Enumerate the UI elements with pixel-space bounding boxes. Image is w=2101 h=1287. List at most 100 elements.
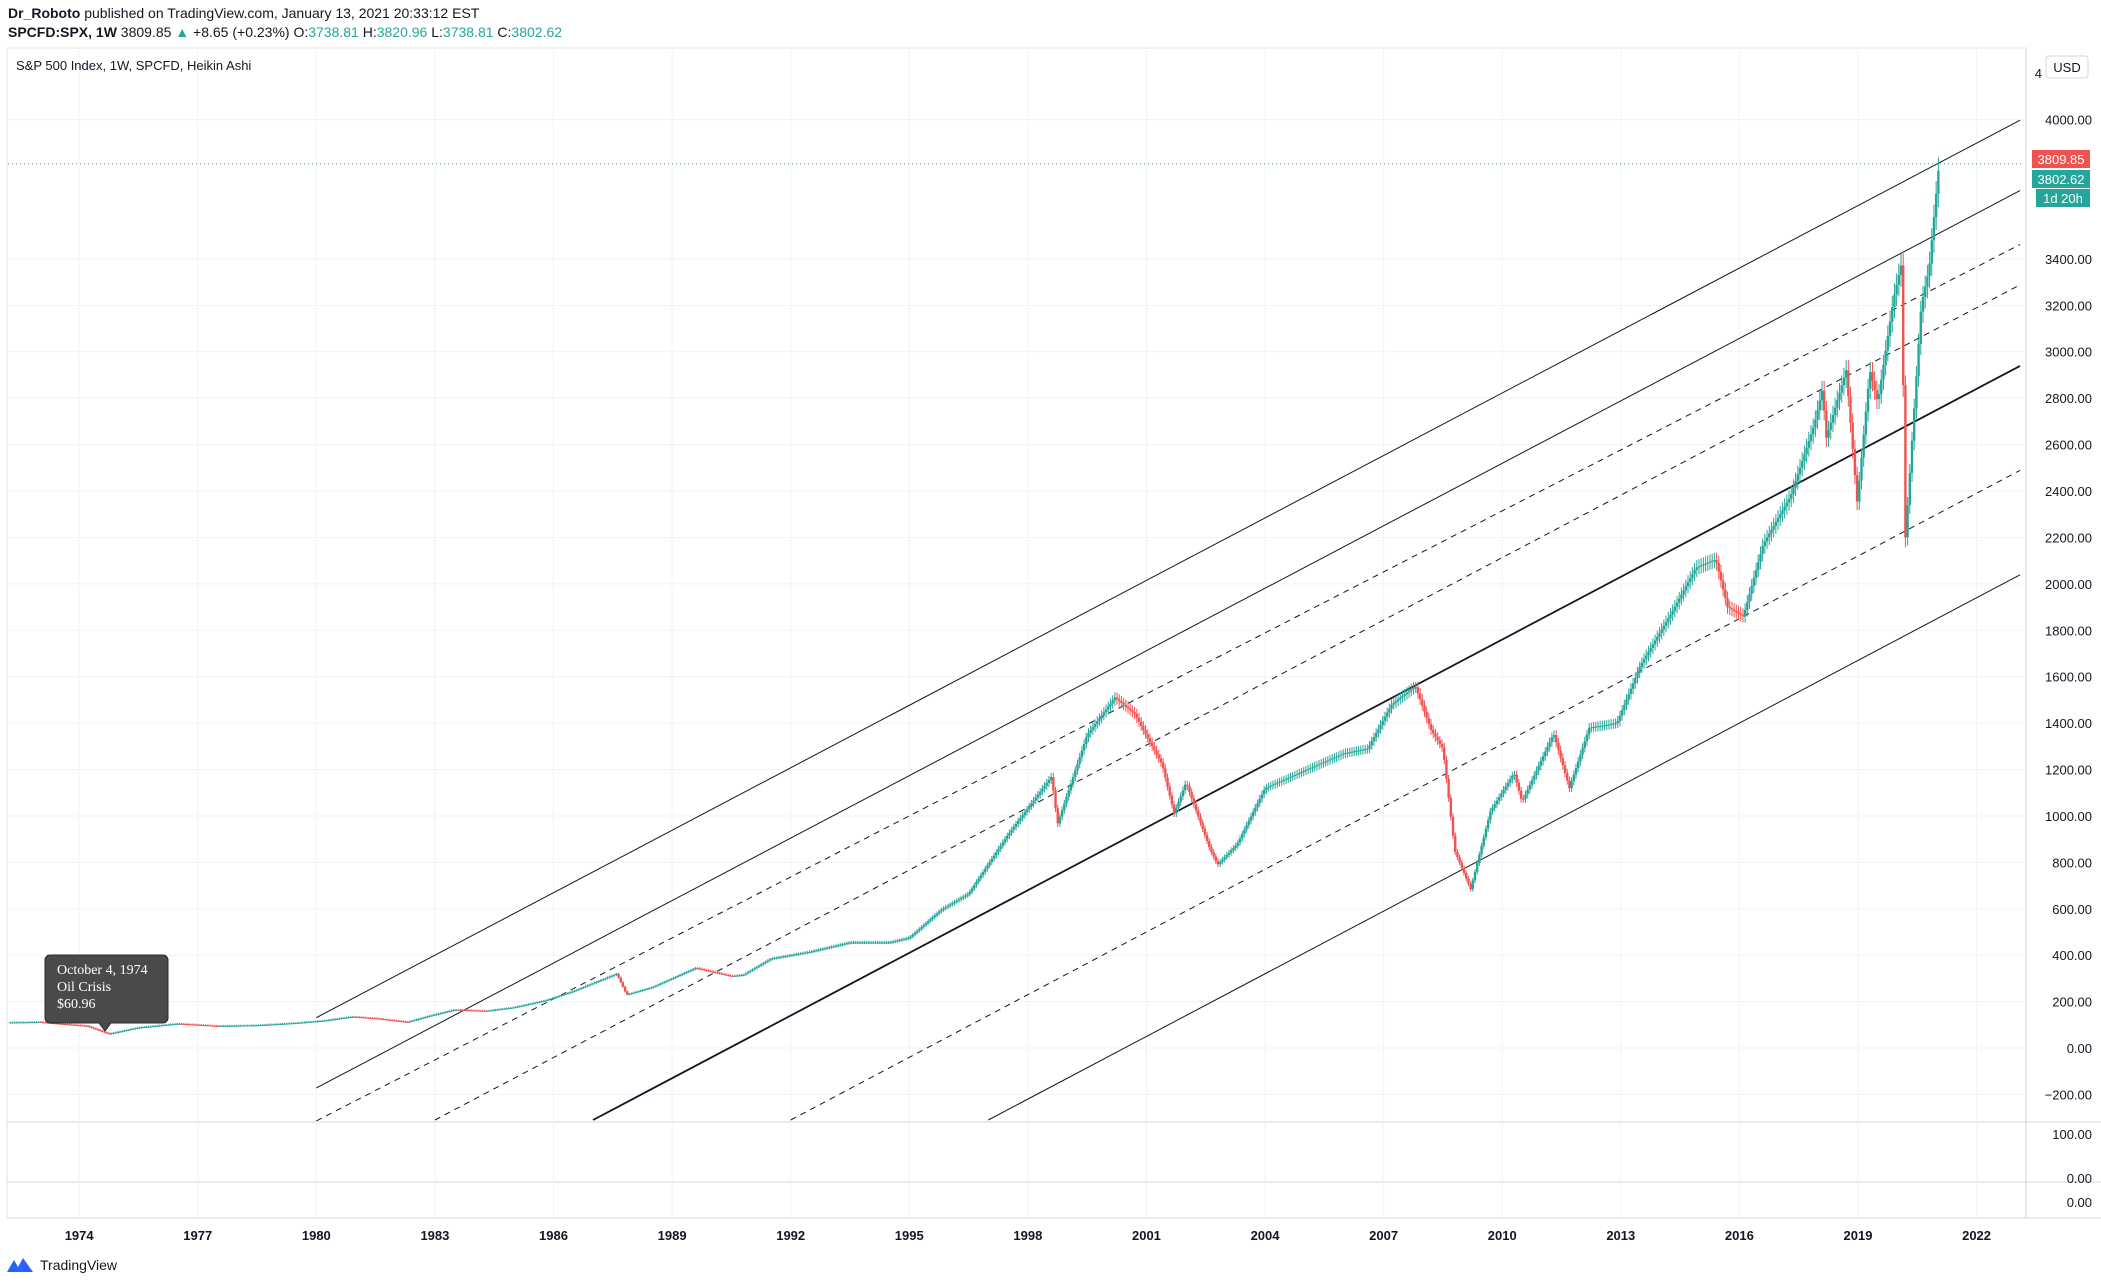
candle-body [1293, 774, 1297, 776]
candle-body [1818, 400, 1821, 411]
candle-body [1352, 751, 1356, 753]
candle-body [1135, 713, 1138, 718]
candle-body [709, 970, 712, 972]
channel-line-dashed-1[interactable] [316, 244, 2021, 1122]
candle-body [551, 998, 554, 1000]
candle-body [788, 955, 792, 957]
candle-body [1730, 608, 1734, 610]
candle-body [1585, 734, 1589, 742]
candle-body [224, 1025, 227, 1027]
currency-button[interactable]: USD [2045, 55, 2089, 79]
candle-body [1559, 750, 1562, 758]
candle-body [331, 1019, 335, 1021]
candle-body [1379, 724, 1382, 730]
candle-body [1480, 845, 1483, 855]
candle-body [1320, 763, 1323, 765]
candle-body [900, 939, 904, 941]
candle-body [162, 1025, 166, 1027]
candle-body [1713, 560, 1716, 562]
candle-body [1153, 746, 1156, 751]
candle-body [1893, 294, 1896, 308]
candle-body [705, 969, 708, 971]
candle-body [305, 1022, 308, 1024]
candle-body [1416, 687, 1420, 694]
publish-info: Dr_Roboto published on TradingView.com, … [8, 4, 479, 22]
candle-body [1458, 857, 1461, 863]
candle-body [483, 1010, 486, 1012]
candle-body [821, 948, 824, 950]
candle-body [1240, 834, 1244, 839]
open-value: 3738.81 [308, 24, 359, 40]
author-name[interactable]: Dr_Roboto [8, 5, 81, 21]
candle-body [189, 1024, 192, 1026]
candle-body [637, 991, 640, 993]
candle-body [1188, 785, 1191, 793]
parallel-channel-drawing[interactable] [316, 119, 2021, 1122]
candle-body [1746, 601, 1749, 610]
candle-body [694, 968, 697, 970]
price-axis[interactable]: 4000.00 3400.00 3200.00 3000.00 2800.00 2600.… [2035, 66, 2092, 1102]
candle-body [272, 1024, 275, 1026]
candle-body [318, 1021, 322, 1023]
candle-body [1405, 692, 1409, 695]
candle-body [1093, 724, 1097, 728]
time-tick-label: 1989 [658, 1228, 687, 1243]
chart-pane-frame [6, 47, 2027, 1219]
candle-body [874, 942, 877, 944]
channel-line-lower[interactable] [988, 574, 2021, 1121]
candle-body [107, 1033, 111, 1035]
candle-body [623, 986, 627, 992]
candle-body [1590, 727, 1593, 729]
candle-body [808, 951, 811, 953]
candle-body [538, 1001, 541, 1003]
candle-body [103, 1031, 106, 1033]
candle-body [878, 942, 882, 944]
candle-body [1278, 781, 1281, 783]
candle-body [1355, 750, 1358, 752]
candle-body [63, 1023, 67, 1025]
candle-body [72, 1024, 76, 1026]
candle-body [1454, 835, 1457, 852]
candle-body [1254, 807, 1257, 812]
candle-body [1291, 775, 1294, 777]
candle-body [1249, 816, 1253, 821]
candle-body [1706, 562, 1709, 564]
candle-body [1159, 758, 1163, 763]
candle-body [1210, 847, 1213, 853]
candle-body [1425, 711, 1428, 718]
candle-body [432, 1014, 436, 1016]
channel-line-upper[interactable] [316, 119, 2021, 1019]
candle-body [428, 1015, 431, 1017]
candle-body [1045, 782, 1048, 786]
candle-body [1284, 778, 1288, 780]
candle-body [869, 942, 873, 944]
annotation-callout[interactable]: October 4, 1974 Oil Crisis $60.96 [44, 954, 169, 1032]
candle-body [375, 1018, 379, 1020]
channel-line-upper-inner[interactable] [316, 190, 2021, 1089]
candle-body [1631, 683, 1635, 689]
channel-line-dashed-3[interactable] [790, 469, 2021, 1121]
time-axis[interactable]: 1974 1977 1980 1983 1986 1989 1992 1995 1998 2001… [65, 1228, 1991, 1243]
price-tick-label: 1800.00 [2045, 623, 2092, 638]
channel-line-dashed-2[interactable] [434, 284, 2021, 1121]
candle-body [1557, 742, 1560, 751]
price-tick-label: 0.00 [2067, 1041, 2092, 1056]
candle-body [15, 1022, 18, 1024]
candle-body [880, 942, 884, 944]
candle-body [1495, 800, 1499, 805]
candle-body [1743, 609, 1747, 617]
candle-body [410, 1020, 414, 1022]
candle-body [485, 1010, 488, 1012]
candle-body [349, 1016, 352, 1018]
candle-body [610, 975, 614, 977]
candle-body [1482, 837, 1485, 846]
channel-line-median[interactable] [592, 365, 2021, 1121]
candle-body [371, 1017, 374, 1019]
candle-body [1721, 580, 1725, 590]
footer-branding[interactable]: TradingView [6, 1256, 117, 1274]
candle-body [402, 1021, 405, 1023]
candle-body [819, 949, 822, 951]
candle-body [1223, 857, 1226, 860]
candle-body [1785, 502, 1789, 507]
